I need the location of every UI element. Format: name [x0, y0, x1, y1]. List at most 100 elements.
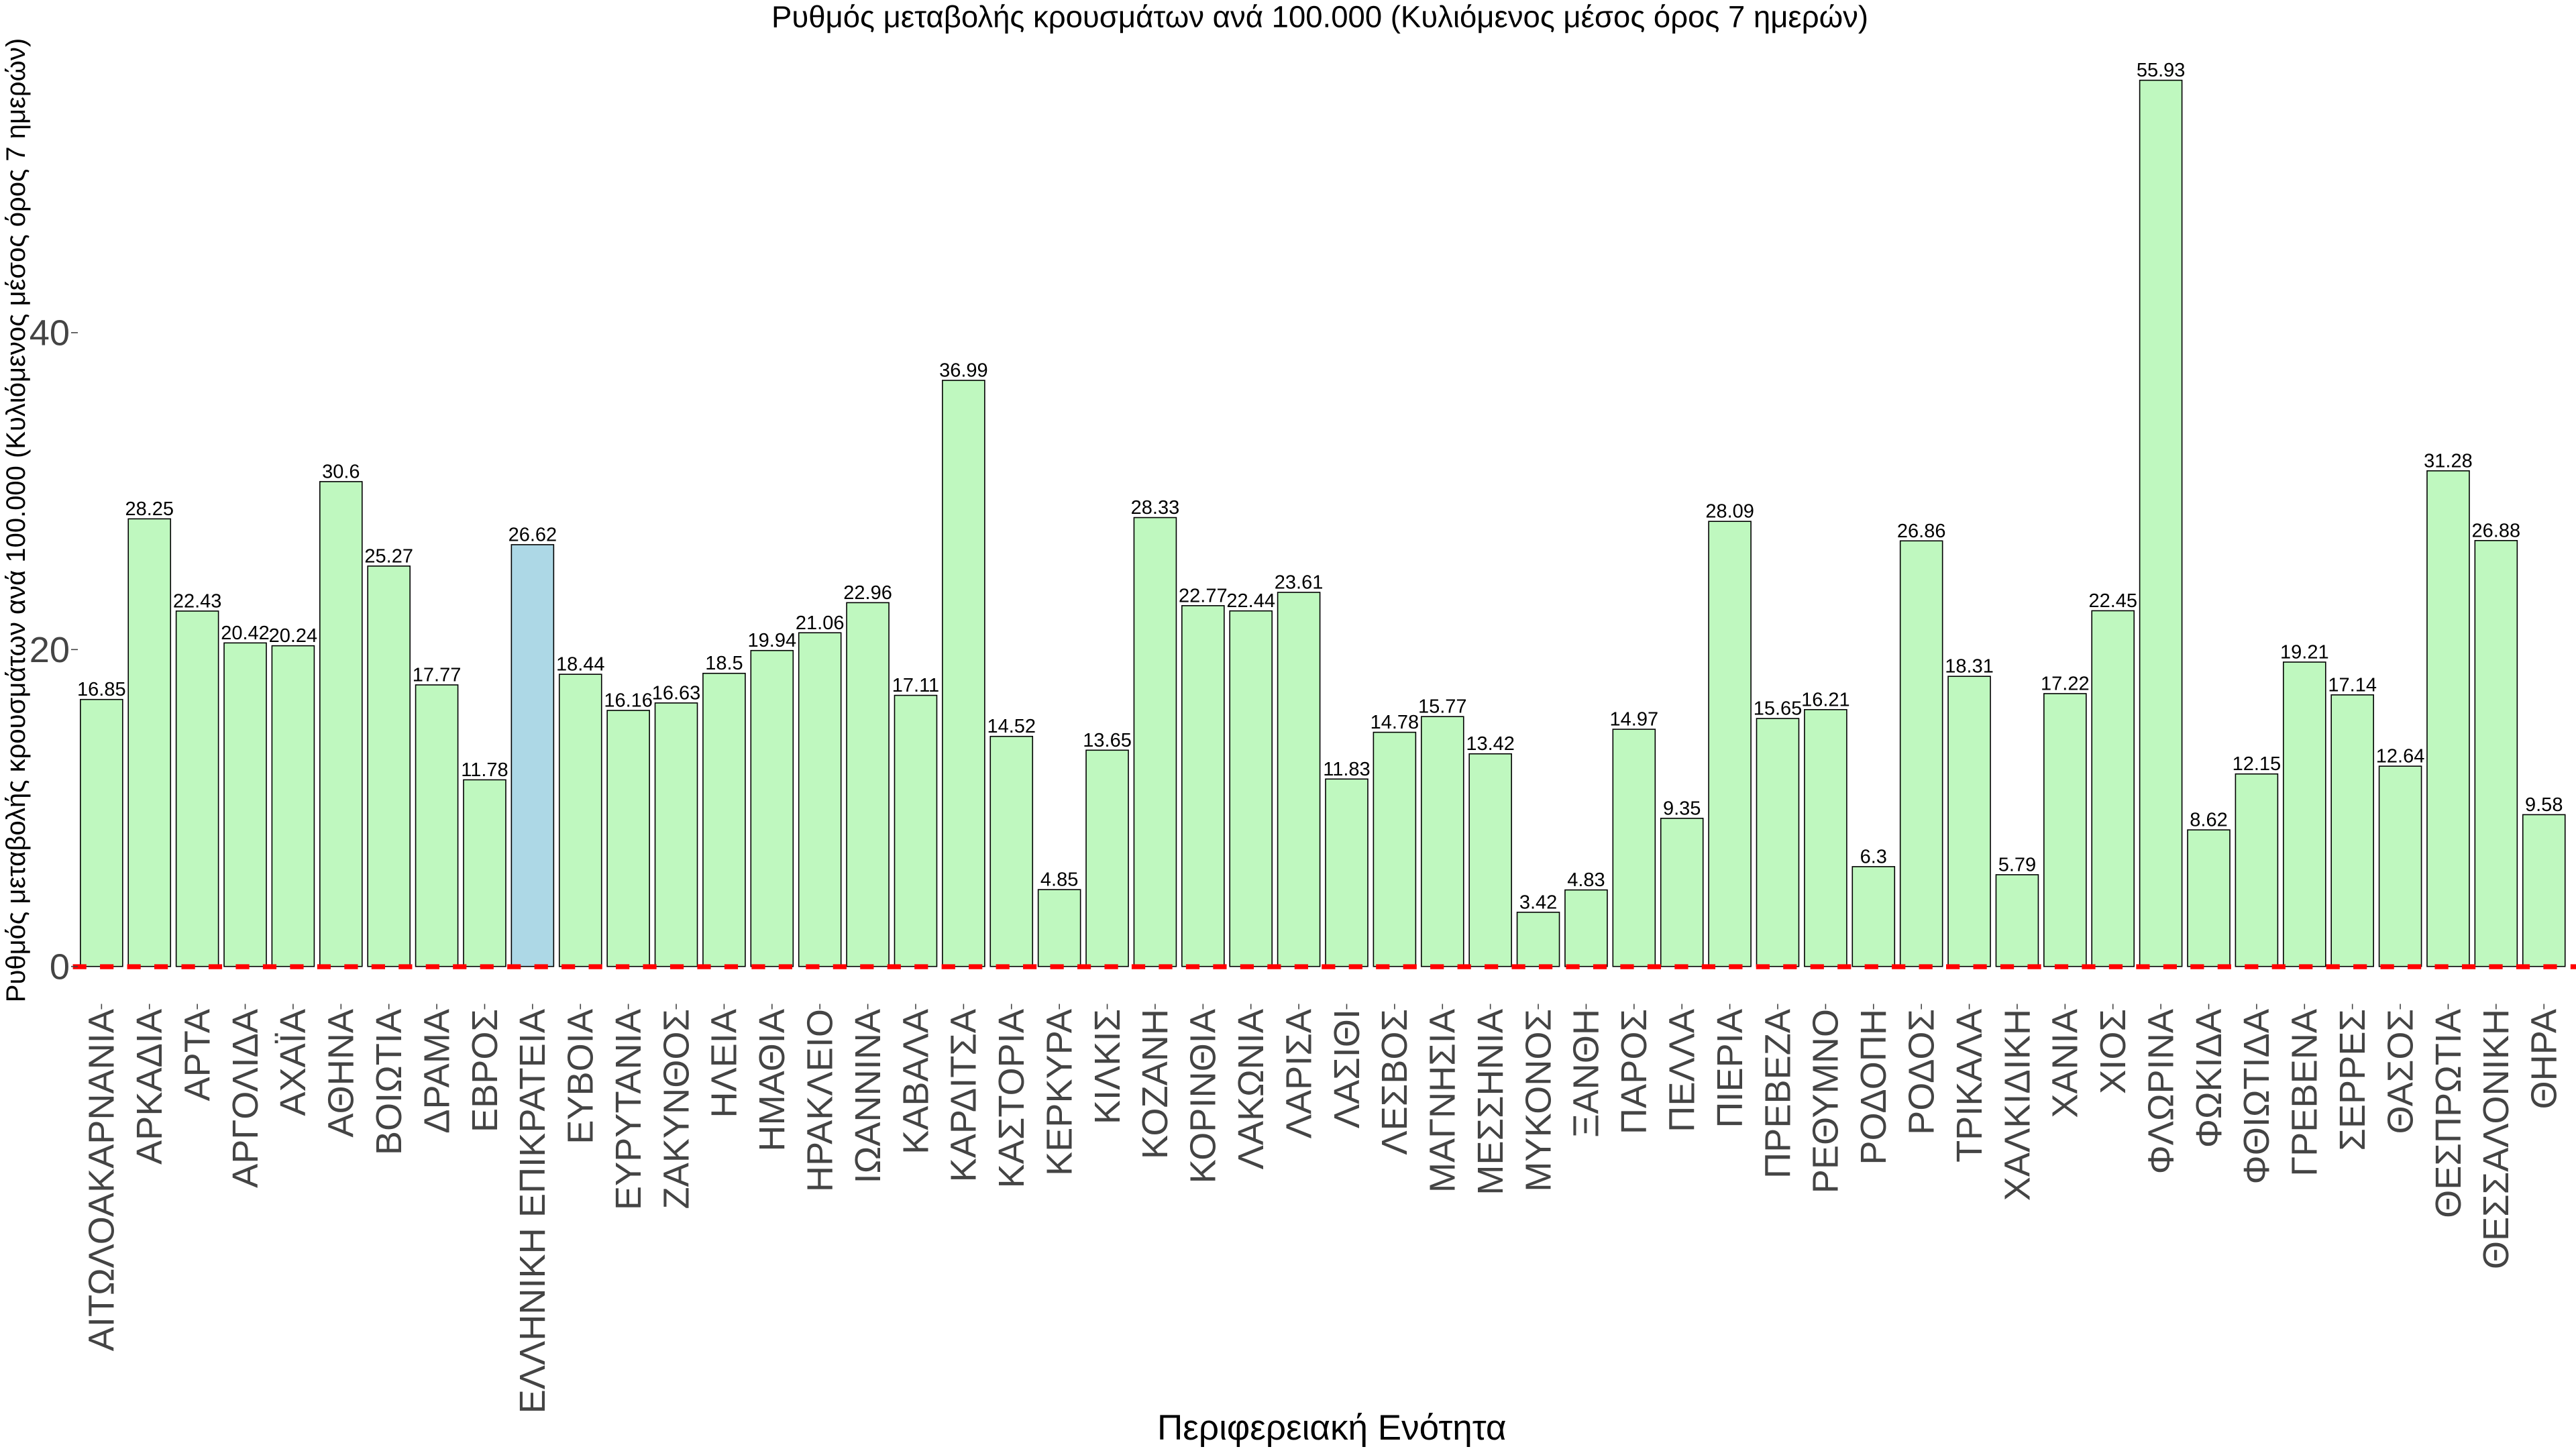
svg-text:ΒΟΙΩΤΙΑ: ΒΟΙΩΤΙΑ	[369, 1008, 409, 1155]
svg-text:23.61: 23.61	[1275, 572, 1324, 594]
svg-text:18.31: 18.31	[1945, 656, 1994, 678]
svg-text:ΚΟΖΑΝΗ: ΚΟΖΑΝΗ	[1135, 1009, 1175, 1159]
svg-text:ΔΡΑΜΑ: ΔΡΑΜΑ	[417, 1008, 457, 1134]
svg-text:ΧΙΟΣ: ΧΙΟΣ	[2093, 1009, 2133, 1094]
svg-text:12.15: 12.15	[2233, 753, 2282, 775]
svg-text:ΙΩΑΝΝΙΝΑ: ΙΩΑΝΝΙΝΑ	[848, 1008, 888, 1183]
svg-text:55.93: 55.93	[2137, 60, 2186, 81]
svg-text:ΕΥΡΥΤΑΝΙΑ: ΕΥΡΥΤΑΝΙΑ	[608, 1008, 649, 1210]
svg-text:22.44: 22.44	[1226, 590, 1275, 612]
svg-text:ΗΛΕΙΑ: ΗΛΕΙΑ	[704, 1008, 745, 1118]
svg-text:ΠΙΕΡΙΑ: ΠΙΕΡΙΑ	[1710, 1008, 1750, 1128]
svg-text:ΚΑΡΔΙΤΣΑ: ΚΑΡΔΙΤΣΑ	[944, 1008, 984, 1182]
svg-text:ΦΛΩΡΙΝΑ: ΦΛΩΡΙΝΑ	[2141, 1008, 2181, 1174]
svg-text:ΡΕΘΥΜΝΟ: ΡΕΘΥΜΝΟ	[1806, 1009, 1846, 1193]
svg-text:26.86: 26.86	[1897, 521, 1946, 542]
svg-text:ΡΟΔΟΣ: ΡΟΔΟΣ	[1901, 1009, 1941, 1135]
svg-text:ΛΑΣΙΘΙ: ΛΑΣΙΘΙ	[1327, 1009, 1367, 1128]
svg-text:40: 40	[30, 313, 70, 354]
svg-text:Περιφερειακή Ενότητα: Περιφερειακή Ενότητα	[1157, 1408, 1507, 1448]
svg-text:ΜΥΚΟΝΟΣ: ΜΥΚΟΝΟΣ	[1518, 1009, 1558, 1192]
svg-text:16.21: 16.21	[1801, 689, 1850, 710]
svg-text:ΤΡΙΚΑΛΑ: ΤΡΙΚΑΛΑ	[1949, 1008, 1990, 1163]
svg-text:20: 20	[30, 630, 70, 670]
svg-text:ΣΕΡΡΕΣ: ΣΕΡΡΕΣ	[2332, 1009, 2373, 1151]
svg-text:ΚΕΡΚΥΡΑ: ΚΕΡΚΥΡΑ	[1039, 1008, 1079, 1176]
svg-text:22.45: 22.45	[2088, 590, 2137, 612]
svg-text:25.27: 25.27	[364, 545, 413, 567]
svg-text:ΕΒΡΟΣ: ΕΒΡΟΣ	[465, 1009, 505, 1132]
svg-text:14.52: 14.52	[987, 716, 1036, 737]
svg-text:22.96: 22.96	[843, 582, 892, 604]
svg-text:4.83: 4.83	[1567, 869, 1605, 891]
svg-text:ΠΕΛΛΑ: ΠΕΛΛΑ	[1662, 1008, 1703, 1132]
svg-text:ΛΑΡΙΣΑ: ΛΑΡΙΣΑ	[1279, 1008, 1319, 1138]
svg-text:ΘΕΣΣΑΛΟΝΙΚΗ: ΘΕΣΣΑΛΟΝΙΚΗ	[2476, 1009, 2516, 1269]
svg-text:18.5: 18.5	[705, 653, 743, 674]
svg-text:28.09: 28.09	[1705, 501, 1754, 523]
svg-text:19.94: 19.94	[748, 630, 797, 651]
svg-text:12.64: 12.64	[2376, 746, 2425, 767]
svg-text:28.25: 28.25	[125, 498, 174, 520]
svg-text:17.22: 17.22	[2041, 673, 2090, 694]
svg-text:22.77: 22.77	[1179, 585, 1228, 606]
svg-text:ΘΗΡΑ: ΘΗΡΑ	[2524, 1008, 2565, 1109]
svg-text:ΚΑΣΤΟΡΙΑ: ΚΑΣΤΟΡΙΑ	[991, 1008, 1032, 1188]
svg-text:ΚΟΡΙΝΘΙΑ: ΚΟΡΙΝΘΙΑ	[1183, 1008, 1224, 1183]
svg-text:5.79: 5.79	[1998, 854, 2036, 875]
svg-text:13.65: 13.65	[1083, 730, 1132, 751]
svg-text:ΑΘΗΝΑ: ΑΘΗΝΑ	[321, 1008, 362, 1137]
svg-text:14.78: 14.78	[1371, 712, 1419, 733]
svg-text:ΚΑΒΑΛΑ: ΚΑΒΑΛΑ	[896, 1008, 936, 1155]
svg-text:17.14: 17.14	[2328, 674, 2377, 696]
svg-text:9.58: 9.58	[2525, 794, 2563, 816]
svg-text:ΠΑΡΟΣ: ΠΑΡΟΣ	[1614, 1009, 1654, 1134]
svg-text:16.16: 16.16	[604, 690, 653, 712]
svg-text:ΜΕΣΣΗΝΙΑ: ΜΕΣΣΗΝΙΑ	[1470, 1008, 1511, 1195]
svg-text:ΧΑΛΚΙΔΙΚΗ: ΧΑΛΚΙΔΙΚΗ	[1997, 1009, 2037, 1201]
svg-text:ΘΑΣΟΣ: ΘΑΣΟΣ	[2380, 1009, 2420, 1134]
svg-text:ΓΡΕΒΕΝΑ: ΓΡΕΒΕΝΑ	[2285, 1008, 2325, 1177]
svg-text:22.43: 22.43	[173, 590, 222, 612]
svg-text:ΦΩΚΙΔΑ: ΦΩΚΙΔΑ	[2189, 1008, 2229, 1148]
svg-text:15.65: 15.65	[1754, 698, 1803, 720]
svg-text:19.21: 19.21	[2280, 641, 2329, 663]
svg-text:ΡΟΔΟΠΗ: ΡΟΔΟΠΗ	[1854, 1009, 1894, 1165]
svg-text:0: 0	[50, 947, 70, 987]
svg-text:30.6: 30.6	[322, 461, 360, 482]
svg-text:ΕΥΒΟΙΑ: ΕΥΒΟΙΑ	[561, 1008, 601, 1144]
svg-text:14.97: 14.97	[1610, 709, 1659, 731]
svg-text:13.42: 13.42	[1466, 733, 1515, 755]
svg-text:17.77: 17.77	[413, 664, 462, 686]
svg-text:Ρυθμός μεταβολής κρουσμάτων αν: Ρυθμός μεταβολής κρουσμάτων ανά 100.000 …	[1, 38, 31, 1002]
svg-text:ΜΑΓΝΗΣΙΑ: ΜΑΓΝΗΣΙΑ	[1423, 1008, 1463, 1193]
svg-text:28.33: 28.33	[1131, 497, 1180, 519]
svg-text:ΑΡΤΑ: ΑΡΤΑ	[177, 1008, 217, 1101]
svg-text:ΛΑΚΩΝΙΑ: ΛΑΚΩΝΙΑ	[1231, 1008, 1271, 1169]
svg-text:ΑΡΓΟΛΙΔΑ: ΑΡΓΟΛΙΔΑ	[225, 1008, 266, 1188]
svg-text:36.99: 36.99	[939, 360, 988, 382]
svg-text:ΑΧΑΪΑ: ΑΧΑΪΑ	[273, 1008, 313, 1116]
svg-text:Ρυθμός μεταβολής κρουσμάτων αν: Ρυθμός μεταβολής κρουσμάτων ανά 100.000 …	[771, 0, 1868, 34]
svg-text:31.28: 31.28	[2424, 450, 2473, 472]
svg-text:ΛΕΣΒΟΣ: ΛΕΣΒΟΣ	[1375, 1009, 1415, 1155]
svg-text:3.42: 3.42	[1519, 892, 1557, 913]
svg-text:6.3: 6.3	[1860, 846, 1887, 867]
svg-text:11.78: 11.78	[461, 759, 508, 781]
svg-text:26.88: 26.88	[2472, 520, 2521, 541]
svg-text:15.77: 15.77	[1418, 696, 1467, 718]
svg-text:17.11: 17.11	[892, 675, 939, 696]
svg-text:16.63: 16.63	[652, 682, 701, 704]
svg-text:ΑΡΚΑΔΙΑ: ΑΡΚΑΔΙΑ	[129, 1008, 170, 1165]
svg-text:11.83: 11.83	[1323, 759, 1370, 780]
svg-text:ΕΛΛΗΝΙΚΗ ΕΠΙΚΡΑΤΕΙΑ: ΕΛΛΗΝΙΚΗ ΕΠΙΚΡΑΤΕΙΑ	[513, 1008, 553, 1413]
svg-text:ΗΡΑΚΛΕΙΟ: ΗΡΑΚΛΕΙΟ	[800, 1009, 841, 1192]
svg-text:ΗΜΑΘΙΑ: ΗΜΑΘΙΑ	[752, 1008, 792, 1151]
svg-text:20.42: 20.42	[221, 623, 270, 644]
svg-text:16.85: 16.85	[77, 679, 126, 700]
svg-text:ΧΑΝΙΑ: ΧΑΝΙΑ	[2045, 1008, 2086, 1118]
svg-text:8.62: 8.62	[2190, 810, 2227, 831]
svg-text:4.85: 4.85	[1040, 869, 1078, 891]
svg-text:ΑΙΤΩΛΟΑΚΑΡΝΑΝΙΑ: ΑΙΤΩΛΟΑΚΑΡΝΑΝΙΑ	[82, 1008, 122, 1351]
svg-text:9.35: 9.35	[1663, 798, 1701, 819]
